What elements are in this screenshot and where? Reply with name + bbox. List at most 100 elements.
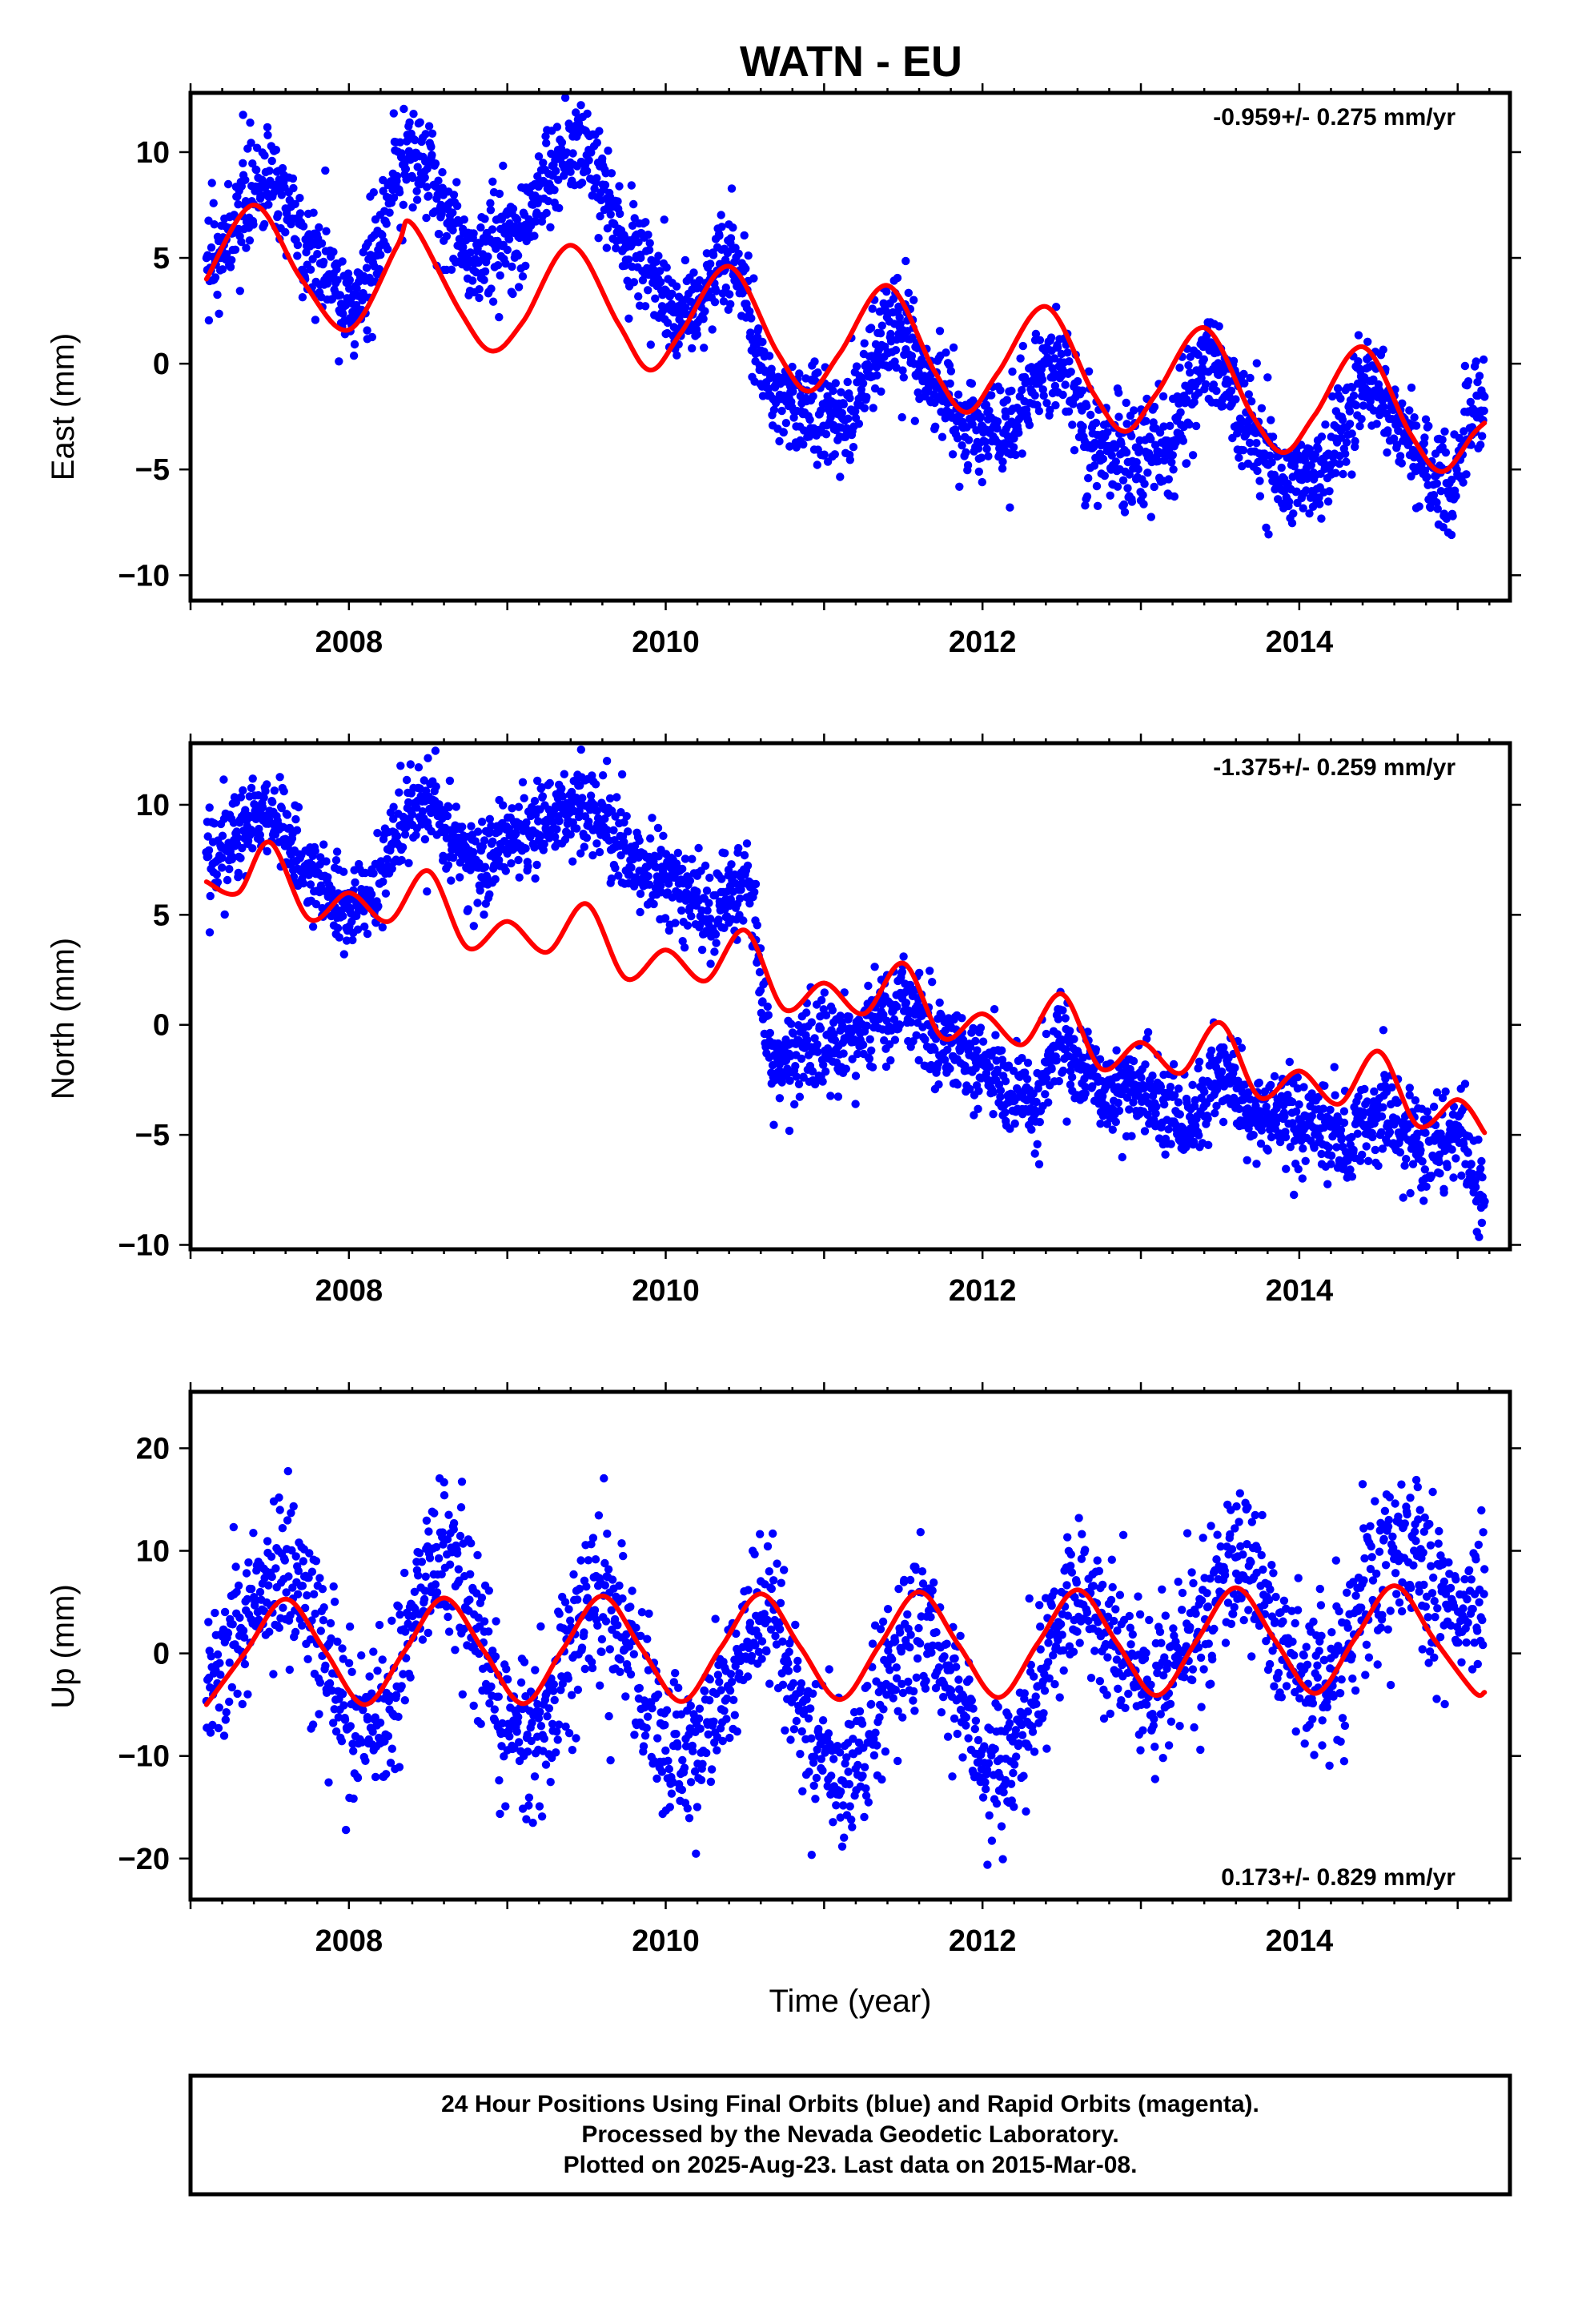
data-point (493, 261, 503, 270)
data-point (845, 456, 855, 464)
data-point (868, 1063, 877, 1072)
data-point (363, 929, 372, 939)
data-point (1114, 412, 1123, 421)
data-point (389, 814, 398, 823)
data-point (427, 143, 436, 151)
data-point (607, 169, 616, 178)
data-point (1442, 514, 1452, 523)
data-point (335, 291, 344, 300)
data-point (1100, 471, 1110, 480)
data-point (1169, 465, 1178, 474)
data-point (560, 835, 570, 844)
data-point (1061, 380, 1070, 389)
data-point (942, 348, 950, 357)
data-point (1091, 1045, 1101, 1054)
data-point (234, 868, 243, 878)
data-point (1424, 421, 1433, 431)
data-point (1095, 1055, 1105, 1063)
data-point (229, 818, 239, 827)
data-point (617, 770, 627, 779)
data-point (315, 860, 324, 869)
data-point (1150, 482, 1158, 492)
data-point (1038, 375, 1047, 384)
data-point (1204, 1140, 1213, 1150)
data-point (1090, 461, 1099, 470)
data-point (700, 344, 709, 352)
data-point (1070, 1035, 1078, 1043)
data-point (471, 837, 480, 846)
data-point (411, 135, 420, 145)
data-point (592, 139, 601, 147)
data-point (1327, 1151, 1336, 1160)
data-point (418, 807, 428, 816)
data-point (1127, 497, 1137, 506)
data-point (628, 221, 637, 230)
data-point (1065, 357, 1074, 366)
data-point (292, 826, 302, 834)
data-point (907, 1018, 916, 1027)
data-point (930, 1045, 939, 1054)
data-point (1255, 492, 1265, 501)
data-point (552, 825, 561, 834)
data-point (1475, 372, 1484, 380)
data-point (864, 981, 873, 991)
data-point (592, 839, 601, 848)
data-point (351, 878, 359, 887)
data-point (721, 283, 730, 292)
data-point (237, 237, 246, 247)
data-point (259, 793, 268, 802)
data-point (974, 1104, 982, 1114)
data-point (558, 792, 568, 801)
data-point (1331, 1091, 1339, 1100)
data-point (532, 217, 540, 226)
data-point (926, 967, 934, 975)
data-point (263, 123, 272, 132)
data-point (1374, 1161, 1383, 1171)
data-point (1052, 1056, 1061, 1065)
data-point (1305, 444, 1315, 454)
data-point (329, 247, 338, 256)
data-point (279, 786, 288, 796)
data-point (321, 166, 330, 175)
data-point (1188, 451, 1198, 460)
data-point (1270, 1072, 1279, 1081)
data-point (499, 801, 508, 810)
data-point (1098, 1092, 1107, 1101)
data-point (408, 203, 417, 212)
data-point (1160, 1100, 1169, 1109)
data-point (1046, 333, 1056, 342)
data-point (464, 905, 472, 914)
data-point (870, 963, 879, 971)
data-point (412, 187, 421, 195)
data-point (376, 251, 385, 259)
data-point (311, 846, 319, 855)
data-point (263, 846, 271, 856)
data-point (672, 859, 681, 868)
data-point (693, 887, 701, 896)
data-point (1046, 405, 1054, 415)
data-point (785, 1076, 794, 1085)
data-point (612, 793, 621, 802)
data-point (1063, 348, 1072, 357)
data-point (351, 300, 361, 310)
data-point (1368, 1132, 1377, 1142)
data-point (1209, 380, 1219, 389)
data-point (1042, 399, 1051, 408)
data-point (1042, 1029, 1051, 1039)
data-point (1231, 395, 1240, 404)
data-point (882, 287, 891, 296)
data-point (769, 1120, 778, 1129)
data-point (1405, 406, 1414, 415)
data-point (530, 797, 540, 806)
data-point (1025, 420, 1034, 429)
data-point (706, 915, 715, 923)
data-point (935, 998, 944, 1007)
data-point (775, 436, 784, 446)
data-point (1395, 452, 1405, 460)
data-point (568, 149, 577, 158)
data-point (449, 853, 458, 862)
data-point (363, 326, 371, 335)
data-point (877, 387, 885, 396)
data-point (1472, 357, 1480, 366)
data-point (1349, 1145, 1358, 1155)
